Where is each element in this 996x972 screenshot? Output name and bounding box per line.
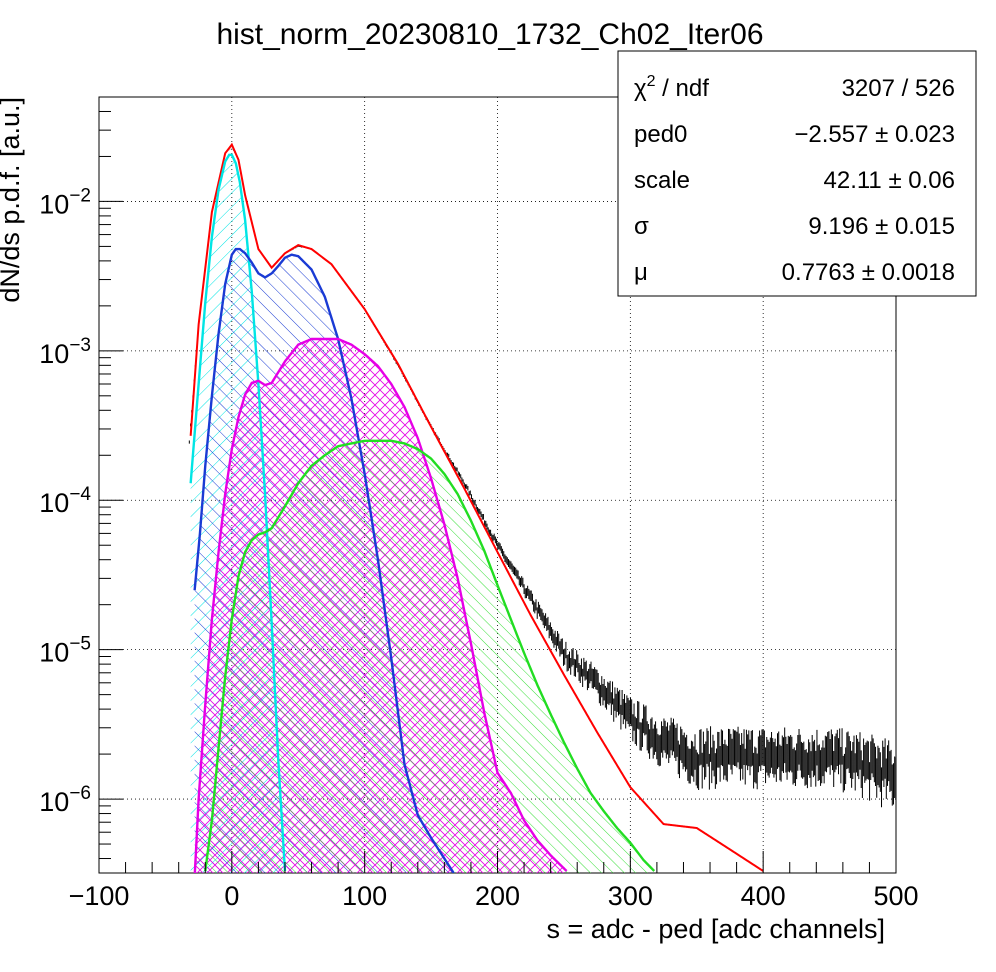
stats-value: −2.557 ± 0.023 — [794, 121, 955, 148]
x-tick-label: 300 — [608, 881, 653, 911]
x-tick-label: 0 — [224, 881, 239, 911]
y-tick-label: 10−4 — [39, 484, 91, 518]
component-0pe-curve — [189, 153, 287, 872]
stats-label: σ — [634, 213, 649, 240]
component-3pe-curve — [204, 439, 656, 872]
x-tick-label: −100 — [69, 881, 130, 911]
stats-value: 42.11 ± 0.06 — [824, 167, 956, 194]
y-tick-label: 10−2 — [39, 185, 91, 219]
x-axis-label: s = adc - ped [adc channels] — [547, 914, 885, 944]
stats-label: μ — [634, 259, 648, 286]
x-tick-label: 400 — [741, 881, 786, 911]
y-tick-label: 10−5 — [39, 634, 91, 668]
stats-label: scale — [634, 167, 690, 194]
component-2pe-curve — [193, 337, 568, 873]
chart-title: hist_norm_20230810_1732_Ch02_Iter06 — [216, 18, 763, 51]
stats-label: χ2 / ndf — [634, 73, 709, 102]
stats-value: 9.196 ± 0.015 — [808, 213, 955, 240]
stats-value: 3207 / 526 — [842, 75, 955, 102]
component-3pe-hatch-fill — [205, 440, 655, 873]
component-1pe-curve — [193, 247, 455, 873]
x-tick-label: 100 — [342, 881, 387, 911]
stats-box: χ2 / ndf 3207 / 526 ped0 −2.557 ± 0.023 scal… — [617, 50, 977, 297]
stats-label: ped0 — [634, 121, 687, 148]
y-axis-label: dN/ds p.d.f. [a.u.] — [0, 97, 25, 303]
stats-box-frame — [617, 50, 977, 297]
x-tick-label: 500 — [873, 881, 918, 911]
x-tick-label: 200 — [475, 881, 520, 911]
y-tick-label: 10−3 — [39, 335, 91, 369]
axes: −100 0 100 200 300 400 500 10−2 10−3 10−4 10−5 10−6 — [39, 96, 919, 911]
total-fit-curve — [189, 142, 764, 872]
stats-value: 0.7763 ± 0.0018 — [782, 259, 955, 286]
y-tick-label: 10−6 — [39, 783, 91, 817]
fit-curves — [189, 142, 764, 873]
